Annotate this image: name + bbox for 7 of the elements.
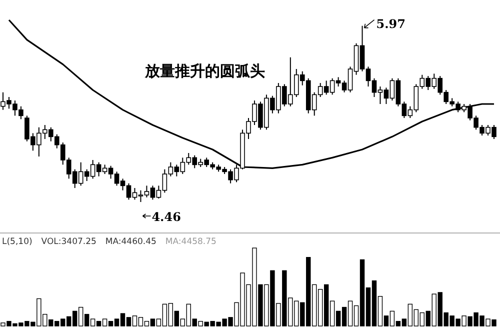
text: MA:4460.45 [105, 237, 156, 247]
text: VOL:3407.25 [41, 237, 96, 247]
text: MA:4458.75 [165, 237, 216, 247]
annotation: 5.97 [376, 16, 406, 31]
text: 4.46 [152, 210, 181, 224]
text: 放量推升的圆弧头 [144, 62, 265, 80]
text: L(5,10) [2, 237, 32, 247]
